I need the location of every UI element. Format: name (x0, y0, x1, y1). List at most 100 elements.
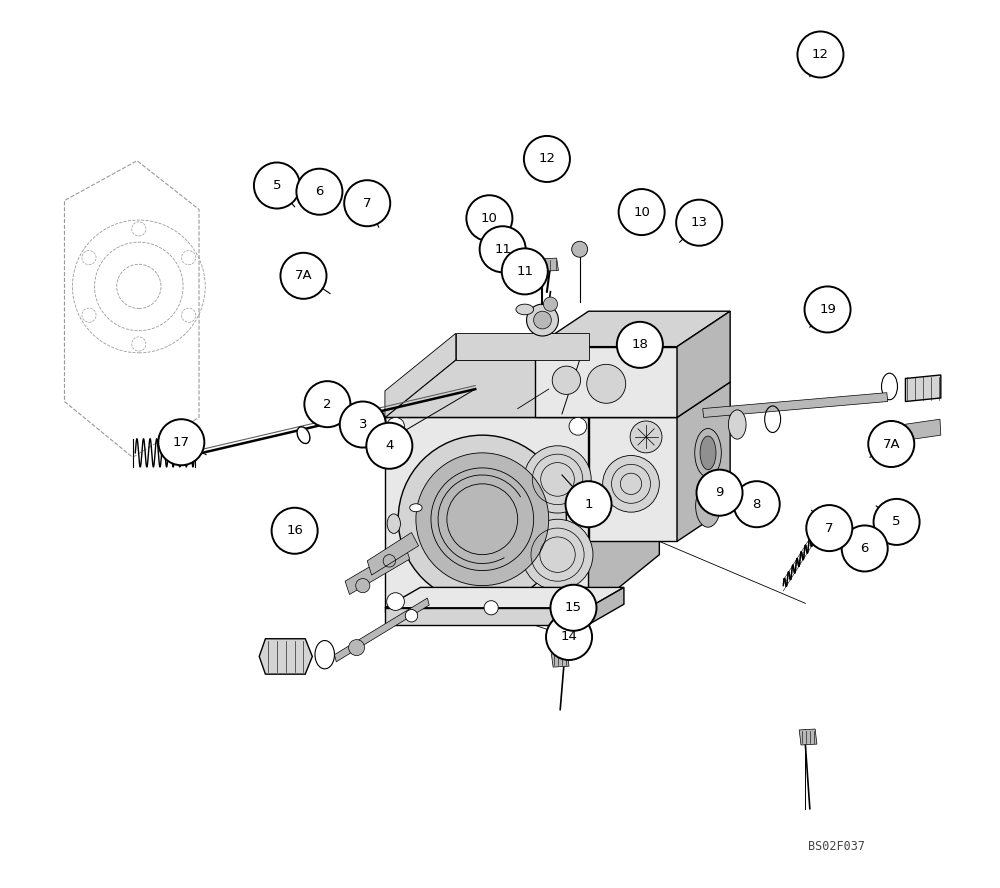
Text: 8: 8 (753, 497, 761, 511)
Circle shape (484, 600, 498, 614)
Circle shape (676, 200, 722, 246)
Text: 19: 19 (819, 303, 836, 316)
Ellipse shape (728, 410, 746, 440)
Circle shape (387, 417, 404, 435)
Text: 6: 6 (315, 186, 324, 198)
Text: 10: 10 (633, 205, 650, 218)
Text: 2: 2 (323, 398, 332, 410)
Circle shape (522, 519, 593, 590)
Circle shape (356, 579, 370, 592)
Circle shape (340, 401, 386, 448)
Circle shape (543, 297, 558, 311)
Circle shape (527, 304, 558, 336)
Circle shape (405, 609, 418, 622)
Text: 7: 7 (363, 197, 371, 210)
Circle shape (272, 508, 318, 554)
Text: 7A: 7A (882, 438, 900, 450)
Circle shape (842, 526, 888, 572)
Polygon shape (334, 598, 429, 662)
Polygon shape (385, 587, 624, 607)
Ellipse shape (700, 436, 716, 470)
Text: 5: 5 (892, 515, 901, 528)
Text: 18: 18 (631, 338, 648, 352)
Text: 12: 12 (538, 153, 555, 165)
Polygon shape (589, 360, 659, 612)
Ellipse shape (410, 503, 422, 511)
Ellipse shape (695, 429, 721, 477)
Polygon shape (799, 729, 817, 745)
Circle shape (416, 453, 549, 585)
Circle shape (874, 499, 920, 545)
Circle shape (806, 505, 852, 551)
Circle shape (569, 592, 587, 610)
Circle shape (502, 249, 548, 295)
Circle shape (805, 287, 851, 332)
Text: 16: 16 (286, 524, 303, 537)
Text: 7: 7 (825, 521, 834, 535)
Polygon shape (589, 382, 730, 417)
Text: 9: 9 (715, 487, 724, 499)
Polygon shape (385, 360, 659, 417)
Ellipse shape (297, 427, 310, 443)
Circle shape (296, 169, 342, 215)
Circle shape (387, 592, 404, 610)
Polygon shape (456, 333, 589, 360)
Ellipse shape (387, 514, 400, 534)
Polygon shape (677, 382, 730, 542)
Polygon shape (535, 311, 730, 346)
Circle shape (587, 364, 626, 403)
Polygon shape (345, 546, 410, 594)
Circle shape (524, 446, 591, 513)
Circle shape (569, 417, 587, 435)
Polygon shape (535, 346, 677, 417)
Circle shape (603, 456, 659, 512)
Circle shape (534, 311, 551, 329)
Text: 3: 3 (359, 418, 367, 431)
Text: 5: 5 (273, 179, 281, 192)
Polygon shape (891, 419, 941, 442)
Polygon shape (589, 417, 677, 542)
Text: 11: 11 (494, 242, 511, 256)
Circle shape (797, 31, 843, 77)
Circle shape (398, 435, 566, 603)
Polygon shape (385, 607, 589, 624)
Circle shape (868, 421, 914, 467)
Circle shape (480, 226, 526, 273)
Circle shape (546, 614, 592, 660)
Text: 6: 6 (861, 542, 869, 555)
Text: 13: 13 (691, 216, 708, 229)
Circle shape (366, 423, 412, 469)
Text: 11: 11 (516, 265, 533, 278)
Circle shape (349, 639, 365, 655)
Circle shape (617, 321, 663, 368)
Polygon shape (536, 258, 558, 272)
Text: 7A: 7A (295, 269, 312, 282)
Circle shape (254, 163, 300, 209)
Circle shape (556, 609, 568, 622)
Circle shape (550, 585, 596, 630)
Circle shape (280, 253, 326, 299)
Circle shape (619, 189, 665, 235)
Text: 14: 14 (561, 630, 577, 644)
Circle shape (630, 421, 662, 453)
Circle shape (344, 180, 390, 226)
Circle shape (734, 481, 780, 527)
Circle shape (566, 481, 612, 527)
Circle shape (572, 242, 588, 258)
Text: BS02F037: BS02F037 (808, 840, 865, 853)
Polygon shape (905, 375, 941, 401)
Circle shape (304, 381, 350, 427)
Polygon shape (385, 333, 456, 417)
Text: 10: 10 (481, 211, 498, 225)
Circle shape (697, 470, 743, 516)
Circle shape (552, 366, 581, 394)
Polygon shape (589, 587, 624, 624)
Ellipse shape (696, 485, 720, 527)
Text: 4: 4 (385, 440, 394, 452)
Circle shape (466, 195, 512, 242)
Circle shape (524, 136, 570, 182)
Ellipse shape (516, 304, 534, 314)
Text: 12: 12 (812, 48, 829, 61)
Polygon shape (259, 638, 312, 674)
Text: 15: 15 (565, 601, 582, 614)
